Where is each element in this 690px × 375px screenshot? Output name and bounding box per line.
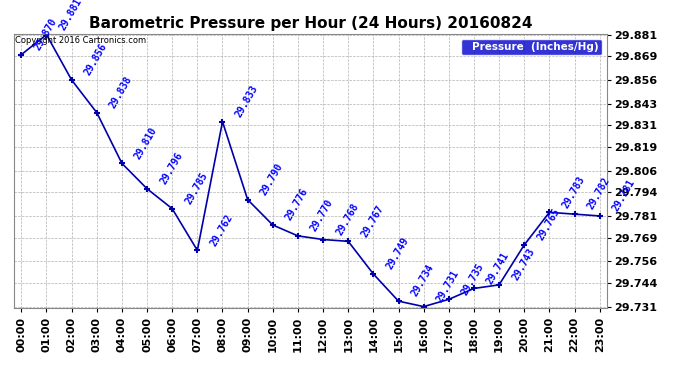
Text: 29.781: 29.781: [611, 178, 637, 213]
Text: 29.810: 29.810: [133, 125, 159, 160]
Text: 29.743: 29.743: [510, 246, 537, 282]
Text: 29.768: 29.768: [334, 201, 360, 237]
Text: 29.735: 29.735: [460, 261, 486, 297]
Text: Copyright 2016 Cartronics.com: Copyright 2016 Cartronics.com: [15, 36, 146, 45]
Text: 29.782: 29.782: [586, 176, 612, 212]
Text: 29.838: 29.838: [108, 74, 134, 110]
Text: 29.856: 29.856: [83, 42, 109, 77]
Text: 29.762: 29.762: [208, 212, 235, 248]
Text: 29.734: 29.734: [410, 263, 436, 298]
Text: 29.833: 29.833: [234, 83, 260, 119]
Text: 29.776: 29.776: [284, 187, 310, 222]
Text: 29.870: 29.870: [32, 16, 59, 52]
Text: 29.783: 29.783: [560, 174, 586, 210]
Legend: Pressure  (Inches/Hg): Pressure (Inches/Hg): [461, 39, 602, 55]
Text: 29.741: 29.741: [485, 250, 511, 286]
Text: 29.881: 29.881: [57, 0, 84, 32]
Text: 29.767: 29.767: [359, 203, 386, 238]
Title: Barometric Pressure per Hour (24 Hours) 20160824: Barometric Pressure per Hour (24 Hours) …: [89, 16, 532, 31]
Text: 29.790: 29.790: [259, 161, 285, 197]
Text: 29.796: 29.796: [158, 150, 184, 186]
Text: 29.770: 29.770: [309, 198, 335, 233]
Text: 29.749: 29.749: [384, 236, 411, 271]
Text: 29.731: 29.731: [435, 268, 461, 304]
Text: 29.765: 29.765: [535, 207, 562, 242]
Text: 29.785: 29.785: [184, 170, 210, 206]
